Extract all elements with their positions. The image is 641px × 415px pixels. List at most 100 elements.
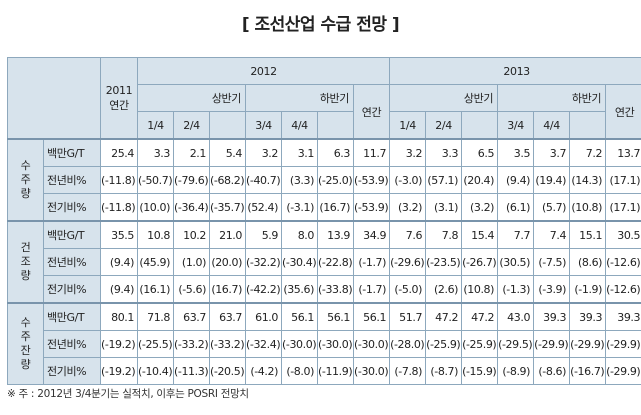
table-cell: (-8.7): [425, 357, 463, 385]
table-cell: 7.7: [497, 220, 535, 249]
footnote: ※ 주 : 2012년 3/4분기는 실적치, 이후는 POSRI 전망치: [7, 388, 249, 400]
table-cell: (-29.9): [533, 330, 571, 358]
table-cell: (30.5): [497, 248, 535, 276]
table-cell: (8.6): [569, 248, 607, 276]
row-group-char: 수: [20, 316, 31, 329]
table-cell: 13.7: [605, 138, 641, 167]
table-cell: (-35.7): [209, 193, 246, 222]
table-cell: (-22.8): [317, 248, 354, 276]
table-row: 전년비% (-11.8) (-50.7) (-79.6) (-68.2) (-40.7)(…: [8, 166, 641, 194]
row-unit-label: 전년비%: [43, 330, 101, 358]
table-cell: (-30.0): [352, 357, 391, 385]
table-cell: (-79.6): [173, 166, 210, 194]
table-cell: (3.2): [461, 193, 499, 222]
header-2011-annual: 2011 연간: [100, 57, 138, 140]
table-cell: (-7.5): [533, 248, 571, 276]
table-cell: 5.4: [209, 138, 246, 167]
header-2012-h1-total: [209, 111, 246, 140]
table-cell: (-11.9): [317, 357, 354, 385]
table-cell: (-11.8): [100, 193, 138, 222]
table-cell: (57.1): [425, 166, 463, 194]
table-cell: (5.7): [533, 193, 571, 222]
table-row: 건 조 량 백만G/T 35.5 10.8 10.2 21.0 5.9 8.0 13.9 34.9 7.…: [7, 220, 641, 304]
table-cell: (3.3): [281, 166, 318, 194]
table-cell: (1.0): [173, 248, 210, 276]
table-cell: 21.0: [209, 220, 246, 249]
header-corner: [7, 57, 101, 140]
table-cell: (-12.6): [605, 275, 641, 304]
table-cell: (-29.9): [569, 330, 607, 358]
table-cell: (-25.9): [425, 330, 463, 358]
header-2012-h2: 하반기: [245, 84, 354, 112]
table-cell: (-25.9): [461, 330, 499, 358]
table-cell: 39.3: [533, 302, 571, 331]
table-cell: (-30.0): [317, 330, 354, 358]
table-cell: (-33.8): [317, 275, 354, 304]
table-cell: 43.0: [497, 302, 535, 331]
table-cell: 63.7: [209, 302, 246, 331]
header-2011-label: 연간: [109, 98, 129, 112]
table-cell: (9.4): [497, 166, 535, 194]
table-cell: (10.0): [137, 193, 174, 222]
table-cell: (-1.3): [497, 275, 535, 304]
table-cell: (-4.2): [245, 357, 282, 385]
table-cell: (-36.4): [173, 193, 210, 222]
row-unit-label: 전기비%: [43, 193, 101, 222]
table-cell: (-3.1): [281, 193, 318, 222]
table-cell: (-33.2): [173, 330, 210, 358]
table-row: 수 주 량 백만G/T 25.4 3.3 2.1 5.4 3.2 3.1 6.3 11.7 3.2 3.3…: [7, 138, 641, 222]
table-title: [ 조선산업 수급 전망 ]: [241, 15, 400, 35]
table-cell: 47.2: [461, 302, 499, 331]
table-cell: (-53.9): [352, 193, 391, 222]
table-cell: (-1.7): [352, 275, 391, 304]
table-cell: 35.5: [100, 220, 138, 249]
table-cell: 51.7: [389, 302, 427, 331]
table-cell: 61.0: [245, 302, 282, 331]
table-cell: 7.6: [389, 220, 427, 249]
table-cell: (-29.9): [605, 357, 641, 385]
table-cell: 56.1: [317, 302, 354, 331]
table-cell: 30.5: [605, 220, 641, 249]
table-cell: (-42.2): [245, 275, 282, 304]
table-cell: 56.1: [281, 302, 318, 331]
table-cell: 7.4: [533, 220, 571, 249]
table-cell: (20.0): [209, 248, 246, 276]
table-row: 수 주 잔 량 백만G/T 80.1 71.8 63.7 63.7 61.0 56.1 56.1 56.…: [7, 302, 641, 385]
table-cell: (3.2): [389, 193, 427, 222]
table-cell: (-8.0): [281, 357, 318, 385]
header-2012-h2-total: [317, 111, 354, 140]
row-group-char: 잔: [20, 344, 31, 357]
table-cell: (10.8): [569, 193, 607, 222]
table-cell: (6.1): [497, 193, 535, 222]
row-unit-label: 백만G/T: [43, 138, 101, 167]
table-cell: (10.8): [461, 275, 499, 304]
table-cell: (-16.7): [569, 357, 607, 385]
table-row: 전기비% (-19.2) (-10.4) (-11.3) (-20.5) (-4.2) (-…: [8, 357, 641, 385]
table-cell: (-11.8): [100, 166, 138, 194]
table-cell: (-11.3): [173, 357, 210, 385]
header-2013-q3: 3/4: [497, 111, 535, 140]
table-body: 수 주 량 백만G/T 25.4 3.3 2.1 5.4 3.2 3.1 6.3 11.7 3.2 3.3…: [7, 138, 641, 385]
table-cell: (-7.8): [389, 357, 427, 385]
row-unit-label: 전년비%: [43, 248, 101, 276]
supply-demand-table: 2011 연간 2012 2013 상반기 하반기 연간 상반기 하반기 연간 …: [7, 57, 641, 385]
table-cell: (20.4): [461, 166, 499, 194]
row-unit-label: 전기비%: [43, 275, 101, 304]
table-row: 전년비% (-19.2) (-25.5) (-33.2) (-33.2) (-32.4)(…: [8, 330, 641, 358]
table-cell: (-33.2): [209, 330, 246, 358]
row-group-char: 수: [20, 159, 31, 172]
header-2013-annual: 연간: [605, 84, 641, 140]
row-group-char: 주: [20, 330, 31, 343]
table-cell: 7.8: [425, 220, 463, 249]
table-cell: 13.9: [317, 220, 354, 249]
table-row: 전기비% (-11.8) (10.0) (-36.4) (-35.7) (52.4) (-3…: [8, 193, 641, 222]
table-cell: (-3.0): [389, 166, 427, 194]
table-cell: (-29.9): [605, 330, 641, 358]
table-cell: (-30.0): [352, 330, 391, 358]
table-cell: 34.9: [352, 220, 391, 249]
table-cell: (17.1): [605, 193, 641, 222]
table-cell: (-15.9): [461, 357, 499, 385]
table-cell: (-19.2): [100, 330, 138, 358]
row-group-char: 조: [20, 255, 31, 268]
